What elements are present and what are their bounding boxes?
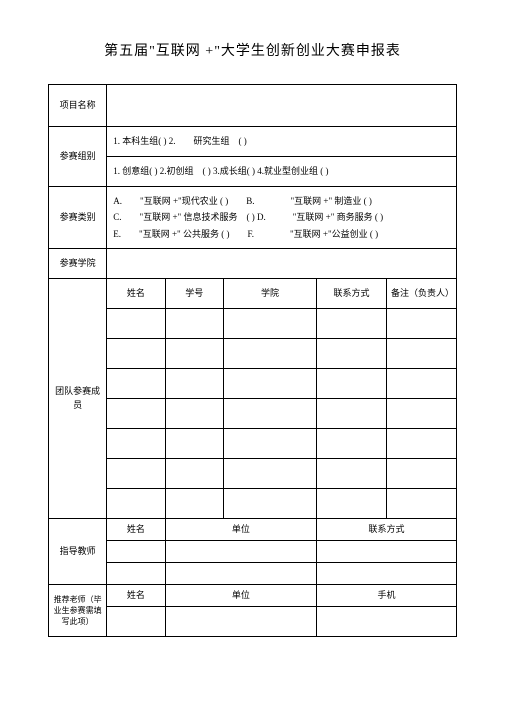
rec-r1-name[interactable] (107, 607, 165, 637)
team-r6-name[interactable] (107, 459, 165, 489)
team-r3-college[interactable] (223, 369, 316, 399)
form-title: 第五届"互联网 +"大学生创新创业大赛申报表 (48, 40, 457, 60)
recommender-label: 推荐老师（毕业生参赛需填写此项） (49, 585, 107, 637)
category-opt-c: C. "互联网 +" 信息技术服务 ( ) D. "互联网 +" 商务服务 ( … (113, 209, 452, 225)
page-container: 第五届"互联网 +"大学生创新创业大赛申报表 项目名称 参赛组别 1. 本科生组… (0, 0, 505, 677)
team-r5-name[interactable] (107, 429, 165, 459)
team-r2-name[interactable] (107, 339, 165, 369)
team-r4-name[interactable] (107, 399, 165, 429)
rec-th-unit: 单位 (165, 585, 317, 607)
advisor-th-name: 姓名 (107, 519, 165, 541)
rec-th-phone: 手机 (317, 585, 457, 607)
team-r2-id[interactable] (165, 339, 223, 369)
team-r6-contact[interactable] (317, 459, 387, 489)
category-body[interactable]: A. "互联网 +"现代农业 ( ) B. "互联网 +" 制造业 ( ) C.… (107, 187, 457, 249)
team-r3-name[interactable] (107, 369, 165, 399)
rec-r1-phone[interactable] (317, 607, 457, 637)
team-th-college: 学院 (223, 279, 316, 309)
team-r1-contact[interactable] (317, 309, 387, 339)
team-r6-college[interactable] (223, 459, 316, 489)
college-cell[interactable] (107, 249, 457, 279)
team-r5-college[interactable] (223, 429, 316, 459)
team-th-contact: 联系方式 (317, 279, 387, 309)
team-r3-remark[interactable] (387, 369, 457, 399)
team-r4-contact[interactable] (317, 399, 387, 429)
category-label: 参赛类别 (49, 187, 107, 249)
advisor-r1-contact[interactable] (317, 541, 457, 563)
team-th-remark: 备注（负责人） (387, 279, 457, 309)
team-r5-remark[interactable] (387, 429, 457, 459)
team-r7-college[interactable] (223, 489, 316, 519)
group-line2[interactable]: 1. 创意组( ) 2.初创组 ( ) 3.成长组( ) 4.就业型创业组 ( … (107, 157, 457, 187)
category-opt-e: E. "互联网 +" 公共服务 ( ) F. "互联网 +"公益创业 ( ) (113, 226, 452, 242)
team-th-id: 学号 (165, 279, 223, 309)
category-opt-a: A. "互联网 +"现代农业 ( ) B. "互联网 +" 制造业 ( ) (113, 193, 452, 209)
team-r6-id[interactable] (165, 459, 223, 489)
advisor-label: 指导教师 (49, 519, 107, 585)
advisor-r1-name[interactable] (107, 541, 165, 563)
team-label: 团队参赛成员 (49, 279, 107, 519)
team-r4-remark[interactable] (387, 399, 457, 429)
group-label: 参赛组别 (49, 127, 107, 187)
team-r3-id[interactable] (165, 369, 223, 399)
team-r5-contact[interactable] (317, 429, 387, 459)
team-r3-contact[interactable] (317, 369, 387, 399)
team-r1-college[interactable] (223, 309, 316, 339)
team-r4-college[interactable] (223, 399, 316, 429)
advisor-r2-unit[interactable] (165, 563, 317, 585)
team-r4-id[interactable] (165, 399, 223, 429)
group-line1[interactable]: 1. 本科生组( ) 2. 研究生组 ( ) (107, 127, 457, 157)
advisor-r2-contact[interactable] (317, 563, 457, 585)
team-r2-college[interactable] (223, 339, 316, 369)
college-label: 参赛学院 (49, 249, 107, 279)
team-r1-id[interactable] (165, 309, 223, 339)
advisor-r2-name[interactable] (107, 563, 165, 585)
application-form-table: 项目名称 参赛组别 1. 本科生组( ) 2. 研究生组 ( ) 1. 创意组(… (48, 84, 457, 637)
team-r6-remark[interactable] (387, 459, 457, 489)
team-r7-id[interactable] (165, 489, 223, 519)
team-r1-name[interactable] (107, 309, 165, 339)
rec-th-name: 姓名 (107, 585, 165, 607)
advisor-r1-unit[interactable] (165, 541, 317, 563)
project-name-label: 项目名称 (49, 85, 107, 127)
team-r1-remark[interactable] (387, 309, 457, 339)
team-r7-remark[interactable] (387, 489, 457, 519)
advisor-th-contact: 联系方式 (317, 519, 457, 541)
team-r7-name[interactable] (107, 489, 165, 519)
team-th-name: 姓名 (107, 279, 165, 309)
project-name-cell[interactable] (107, 85, 457, 127)
team-r2-contact[interactable] (317, 339, 387, 369)
team-r5-id[interactable] (165, 429, 223, 459)
rec-r1-unit[interactable] (165, 607, 317, 637)
advisor-th-unit: 单位 (165, 519, 317, 541)
team-r7-contact[interactable] (317, 489, 387, 519)
team-r2-remark[interactable] (387, 339, 457, 369)
